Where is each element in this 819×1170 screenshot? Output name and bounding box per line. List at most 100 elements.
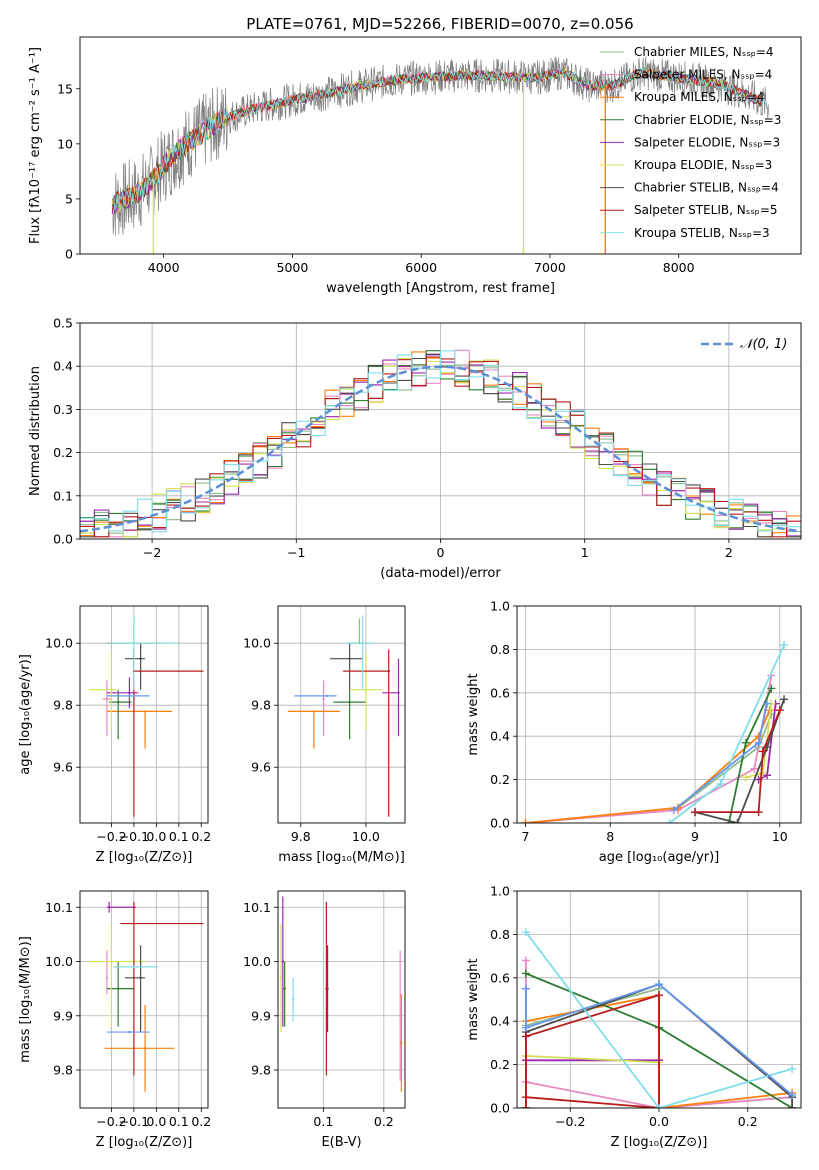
plot-frame (516, 890, 802, 1109)
weight-marker (767, 684, 776, 693)
y-tick-label: 0.2 (53, 445, 73, 460)
x-tick-label: −0.2 (555, 1114, 585, 1129)
weight-marker (788, 1104, 797, 1108)
x-tick-label: 0.1 (169, 829, 189, 844)
data-point (348, 700, 351, 704)
data-point (348, 657, 351, 660)
y-tick-label: 0.6 (490, 685, 510, 700)
gaussian-curve (80, 365, 801, 533)
data-point (116, 700, 120, 704)
y-axis-label: Normed distribution (28, 366, 43, 496)
x-axis-label: Z [log₁₀(Z/Z⊙)] (96, 850, 193, 865)
x-tick-label: 0.2 (738, 1114, 758, 1129)
weight-marker (754, 808, 763, 817)
plot-frame (516, 605, 802, 824)
x-tick-label: −2 (143, 545, 161, 560)
x-tick-label: 0 (437, 545, 445, 560)
data-point (281, 960, 285, 963)
weight-marker (750, 764, 759, 773)
x-tick-label: 9.8 (291, 829, 311, 844)
data-point (400, 1041, 403, 1045)
weight-marker (521, 984, 530, 993)
y-tick-label: 10.0 (45, 954, 73, 969)
weight-marker (733, 819, 742, 823)
y-tick-label: 0.0 (490, 816, 510, 831)
y-tick-label: 10.1 (45, 900, 73, 915)
plot-area (80, 891, 208, 1108)
weight-line (525, 931, 793, 1108)
y-tick-label: 0.0 (490, 1101, 510, 1116)
data-point (283, 987, 286, 990)
weight-line (695, 709, 781, 813)
data-point (116, 987, 120, 990)
y-tick-label: 9.9 (251, 1008, 271, 1023)
x-tick-label: 0.0 (146, 1114, 166, 1129)
data-point (105, 697, 109, 701)
y-tick-label: 10.0 (243, 636, 271, 651)
x-axis-label: Z [log₁₀(Z/Z⊙)] (611, 1135, 708, 1150)
x-tick-label: 0.0 (146, 829, 166, 844)
y-tick-label: 10.0 (45, 636, 73, 651)
weight-marker (758, 747, 767, 756)
x-tick-label: 10.0 (352, 829, 380, 844)
weight-marker (691, 808, 700, 817)
y-tick-label: 0.2 (490, 772, 510, 787)
y-tick-label: 1.0 (490, 599, 510, 614)
chart-weight-vs-age: 7 8 9 10 0.0 0.2 0.4 0.6 0.8 1.0 age [log₁₀(age/yr… (466, 599, 802, 865)
data-point (128, 1030, 131, 1034)
x-tick-label: 8 (606, 829, 614, 844)
y-tick-label: 0.4 (490, 729, 510, 744)
y-tick-label: 0.8 (490, 927, 510, 942)
x-tick-label: 0.2 (191, 829, 211, 844)
weight-marker (669, 805, 678, 814)
weight-marker (655, 991, 663, 1000)
histogram-kroupa-stelib (80, 350, 801, 533)
x-tick-label: 0.2 (374, 1114, 394, 1129)
weight-marker (521, 969, 530, 978)
legend-label: Chabrier MILES, Nₛₛₚ=4 (634, 45, 774, 59)
y-tick-label: 0.2 (490, 1057, 510, 1072)
plot-area (517, 891, 801, 1108)
x-tick-label: 6000 (405, 260, 437, 275)
weight-marker (780, 641, 789, 650)
legend-label: 𝒩(0, 1) (740, 337, 787, 352)
x-axis-label: (data-model)/error (380, 566, 501, 581)
x-tick-label: 2 (725, 545, 733, 560)
x-tick-label: 0.0 (649, 1114, 669, 1129)
legend-label: Chabrier STELIB, Nₛₛₚ=4 (634, 181, 779, 195)
weight-marker (775, 706, 784, 715)
chart-age-vs-mass: 9.8 10.0 9.6 9.8 10.0 mass [log₁₀(M/M⊙)] (243, 605, 406, 865)
y-tick-label: 0.4 (490, 1014, 510, 1029)
x-tick-label: 1 (581, 545, 589, 560)
y-tick-label: 0.6 (490, 970, 510, 985)
y-tick-label: 1.0 (490, 884, 510, 899)
x-tick-label: −1 (287, 545, 305, 560)
plot-area (111, 56, 770, 254)
y-tick-label: 0.8 (490, 642, 510, 657)
legend-label: Salpeter STELIB, Nₛₛₚ=5 (634, 203, 778, 217)
weight-marker (521, 1032, 530, 1041)
y-tick-label: 9.8 (53, 1063, 73, 1078)
weight-marker (763, 771, 772, 780)
spectrum-model-kroupa-stelib (112, 66, 769, 211)
y-axis-label: age [log₁₀(age/yr)] (18, 654, 33, 775)
legend-label: Salpeter MILES, Nₛₛₚ=4 (634, 68, 772, 82)
plot-area (80, 606, 208, 823)
legend-label: Kroupa ELODIE, Nₛₛₚ=3 (634, 158, 772, 172)
weight-line (694, 698, 785, 823)
y-tick-label: 9.6 (53, 760, 73, 775)
weight-marker (521, 928, 530, 937)
plot-frame (79, 36, 802, 255)
chart-spectrum: 4000 5000 6000 7000 8000 0 5 10 15 wavelength [An… (28, 36, 802, 296)
data-point (132, 965, 136, 969)
x-axis-label: Z [log₁₀(Z/Z⊙)] (96, 1135, 193, 1150)
data-point (279, 976, 283, 979)
y-tick-label: 10.0 (243, 954, 271, 969)
x-tick-label: 7 (522, 829, 530, 844)
data-point (128, 691, 131, 694)
data-point (322, 697, 325, 701)
data-point (107, 906, 111, 909)
weight-marker (780, 695, 789, 704)
legend-label: Salpeter ELODIE, Nₛₛₚ=3 (634, 135, 780, 149)
